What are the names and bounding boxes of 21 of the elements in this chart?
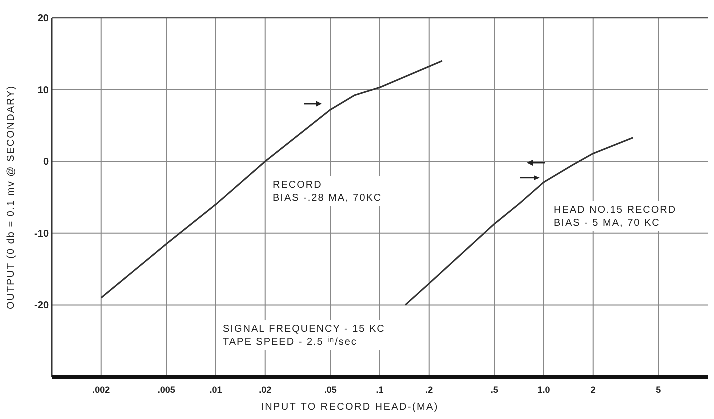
y-tick-label: 10 bbox=[38, 85, 50, 96]
x-tick-label: .005 bbox=[158, 385, 176, 395]
x-tick-label: .02 bbox=[259, 385, 272, 395]
annotation: HEAD NO.15 RECORD BIAS - 5 MA, 70 KC bbox=[554, 205, 677, 229]
x-tick-label: .01 bbox=[210, 385, 222, 395]
x-tick-label: .2 bbox=[426, 385, 434, 395]
x-tick-label: .002 bbox=[92, 385, 110, 395]
x-tick-label: .5 bbox=[490, 385, 498, 395]
annotation: SIGNAL FREQUENCY - 15 KC TAPE SPEED - 2.5 $^{in}$/sec bbox=[223, 324, 386, 348]
y-tick-label: 0 bbox=[43, 157, 50, 168]
y-tick-label: 20 bbox=[38, 14, 50, 24]
y-axis-title: OUTPUT (0 db = 0.1 mv @ SECONDARY) bbox=[6, 85, 17, 310]
x-tick-label: .1 bbox=[376, 385, 384, 395]
x-tick-label: .05 bbox=[324, 385, 337, 395]
x-axis-title: INPUT TO RECORD HEAD-(MA) bbox=[261, 402, 439, 413]
x-tick-label: 5 bbox=[656, 385, 662, 395]
x-tick-label: 1.0 bbox=[538, 385, 550, 395]
y-tick-label: -20 bbox=[34, 300, 50, 312]
annotation: RECORD BIAS -.28 MA, 70KC bbox=[273, 180, 382, 204]
y-tick-label: -10 bbox=[34, 228, 50, 240]
x-tick-label: 2 bbox=[590, 385, 596, 395]
